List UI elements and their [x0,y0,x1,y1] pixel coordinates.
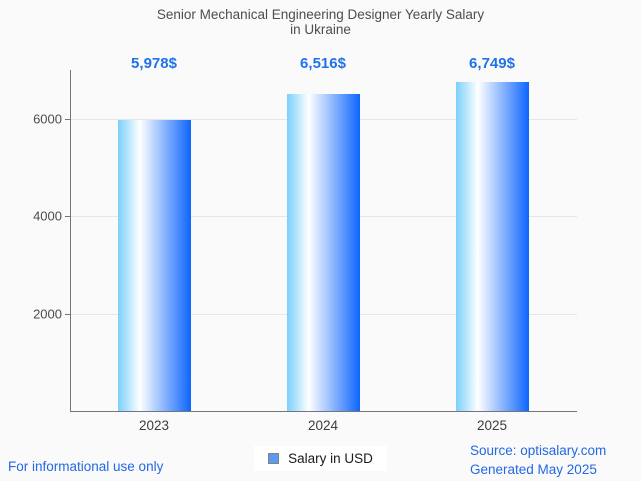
value-label-row: 5,978$ 6,516$ 6,749$ [70,55,576,73]
source-link[interactable]: Source: optisalary.com Generated May 202… [470,441,606,479]
chart-title-line1: Senior Mechanical Engineering Designer Y… [156,7,485,22]
bar-2025[interactable] [456,82,529,411]
legend-marker-icon [268,453,280,464]
y-axis-tick [65,314,71,315]
disclaimer-text: For informational use only [8,459,164,474]
y-axis-tick [65,216,71,217]
y-axis-tick-label: 6000 [33,111,62,127]
value-label: 6,749$ [469,55,515,72]
chart-title-line2: in Ukraine [290,22,351,37]
legend-label: Salary in USD [288,451,373,466]
source-line1[interactable]: Source: optisalary.com [470,443,607,458]
x-axis-label: 2025 [476,418,508,433]
bar-2023[interactable] [118,120,191,411]
value-label: 5,978$ [131,55,177,72]
bar-2024[interactable] [287,94,360,411]
x-axis-label: 2024 [307,418,339,433]
x-axis-label: 2023 [138,418,170,433]
plot-area: 2000 4000 6000 [33,70,577,412]
y-axis-tick-label: 4000 [33,208,62,224]
source-line2: Generated May 2025 [470,462,597,477]
value-label: 6,516$ [300,55,346,72]
legend: Salary in USD [0,446,641,471]
legend-item-salary[interactable]: Salary in USD [254,446,387,471]
chart-title: Senior Mechanical Engineering Designer Y… [0,7,641,37]
y-axis-tick-label: 2000 [33,306,62,322]
x-axis-label-row: 2023 2024 2025 [70,418,576,434]
y-axis-tick [65,119,71,120]
